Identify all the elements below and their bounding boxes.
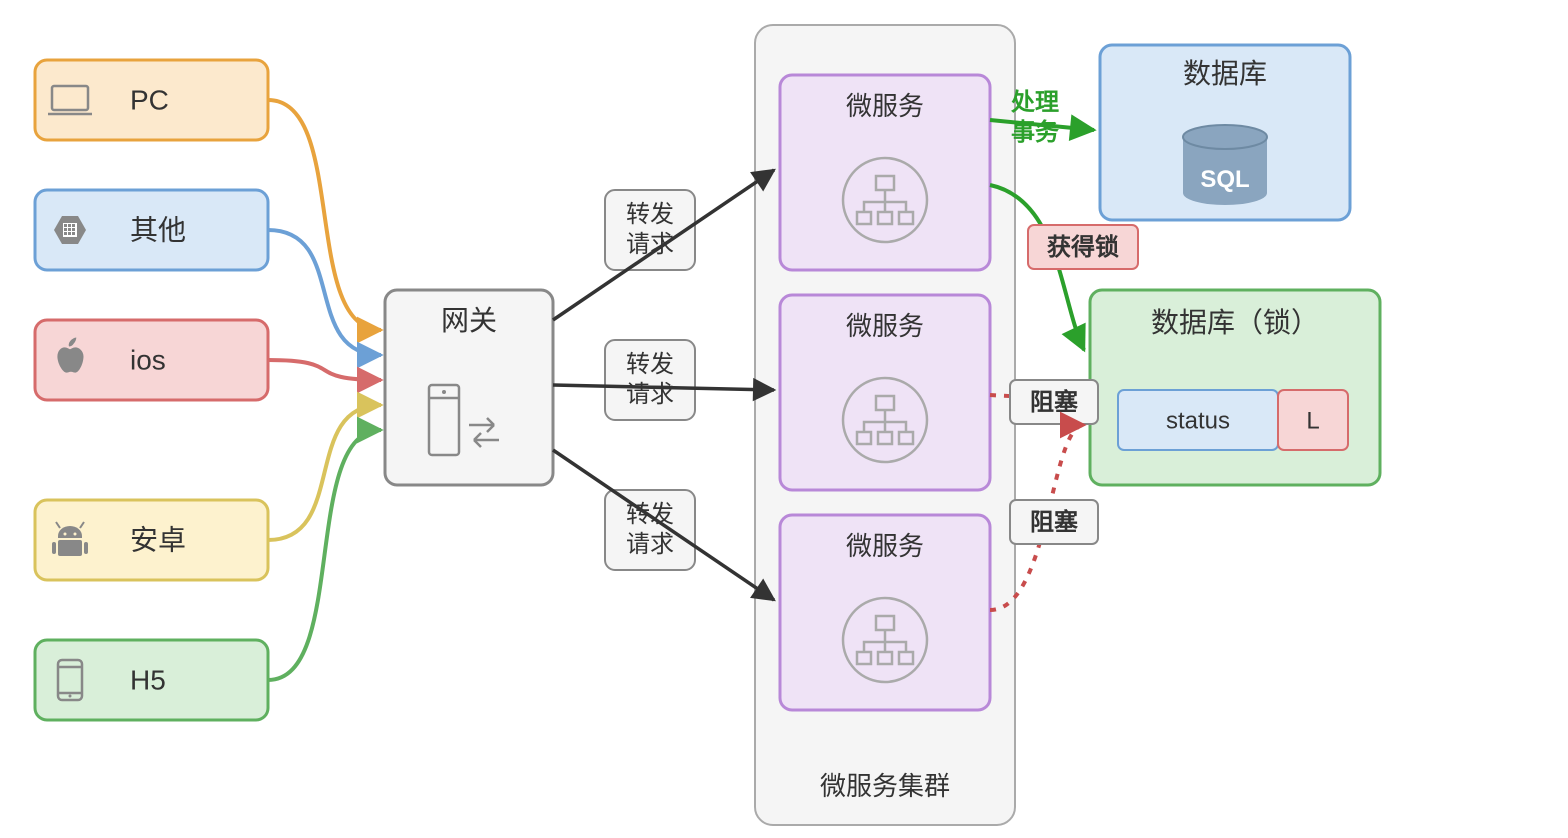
- forward-label-1-l1: 转发: [626, 351, 674, 378]
- status-cell-label: status: [1166, 407, 1230, 434]
- db-lock-label: 数据库（锁）: [1151, 307, 1319, 338]
- microservice-label-0: 微服务: [846, 91, 924, 121]
- microservice-label-1: 微服务: [846, 311, 924, 341]
- forward-label-1-l2: 请求: [626, 381, 674, 408]
- edge-ios-to-gateway: [268, 360, 381, 380]
- acquire-lock-label: 获得锁: [1047, 233, 1119, 261]
- forward-label-2-l2: 请求: [626, 531, 674, 558]
- lock-cell-label: L: [1306, 407, 1319, 434]
- edge-process-label-l2: 事务: [1011, 118, 1060, 146]
- blocked-label-2: 阻塞: [1030, 508, 1078, 536]
- edge-gateway-to-ms-2: [553, 450, 774, 600]
- client-label-android: 安卓: [130, 524, 186, 555]
- forward-label-0-l1: 转发: [626, 201, 674, 228]
- client-label-h5: H5: [130, 664, 166, 695]
- client-label-pc: PC: [130, 84, 169, 115]
- gateway-label: 网关: [441, 305, 497, 336]
- client-label-ios: ios: [130, 344, 166, 375]
- edge-process-label-l1: 处理: [1010, 89, 1059, 116]
- edge-gateway-to-ms-1: [553, 385, 774, 390]
- db-cylinder-icon: [1183, 125, 1267, 205]
- db-sql-text: SQL: [1200, 166, 1249, 193]
- client-label-other: 其他: [130, 214, 186, 245]
- edge-other-to-gateway: [268, 230, 381, 355]
- cluster-label: 微服务集群: [820, 771, 950, 801]
- microservice-label-2: 微服务: [846, 531, 924, 561]
- db-sql-label: 数据库: [1183, 58, 1267, 89]
- blocked-label-1: 阻塞: [1030, 388, 1078, 416]
- edge-android-to-gateway: [268, 405, 381, 540]
